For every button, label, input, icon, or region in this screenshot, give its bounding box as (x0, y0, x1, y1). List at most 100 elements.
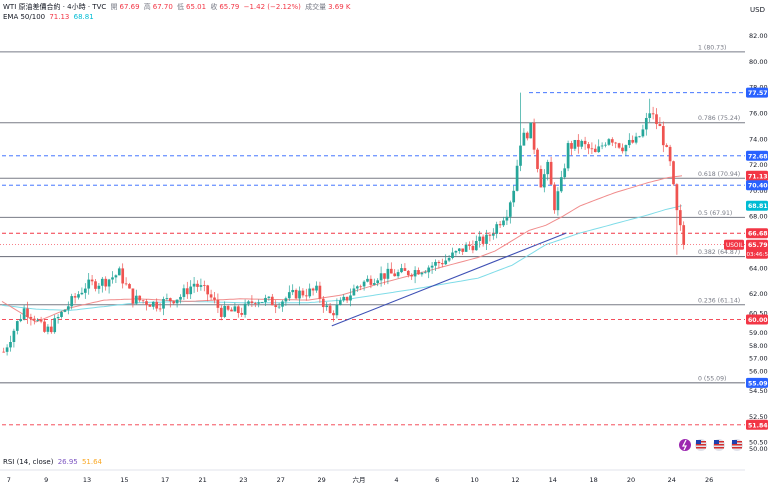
price-tick-label: 60.50 (749, 310, 768, 318)
candle-body (128, 284, 131, 289)
time-axis[interactable]: 7 9 13 15 17 21 23 27 29 六月 4 6 10 12 14 18 20 24 26 (0, 469, 745, 484)
candle-body (539, 168, 543, 188)
price-tick-label: 74.00 (749, 135, 768, 143)
price-label-text: 51.84 (748, 422, 768, 429)
candle-body (461, 248, 465, 252)
candle-body (281, 301, 284, 307)
candle-body (508, 202, 512, 217)
time-tick-label: 21 (198, 476, 206, 484)
candle-body (121, 268, 125, 284)
price-label-badge (746, 180, 768, 191)
close-label: 收 (210, 3, 218, 11)
candle-body (427, 267, 431, 273)
candle-body (90, 279, 94, 282)
time-tick-label: 10 (470, 476, 478, 484)
candle-body (529, 122, 533, 139)
ema100-value: 68.81 (73, 13, 94, 21)
ema-legend[interactable]: EMA 50/100 71.13 68.81 (3, 13, 96, 21)
time-tick-label: 7 (7, 476, 11, 484)
price-label-text: 66.68 (748, 231, 768, 238)
candle-body (36, 320, 40, 321)
candle-body (83, 288, 87, 293)
candle-body (22, 308, 26, 320)
price-tick-label: 76.00 (749, 109, 768, 117)
time-tick-label: 24 (668, 476, 676, 484)
close-value: 65.79 (219, 3, 240, 11)
candle-body (369, 278, 373, 285)
candle-body (196, 283, 199, 287)
fib-label: 0 (55.09) (698, 375, 726, 382)
candle-body (284, 298, 288, 302)
last-price-text: 65.79 (748, 242, 768, 249)
rsi-legend[interactable]: RSI (14, close) 26.95 51.64 (3, 458, 104, 466)
candle-body (338, 300, 342, 305)
candle-body (515, 165, 519, 191)
candle-body (406, 270, 410, 276)
candle-body (451, 252, 454, 258)
economic-events[interactable] (679, 439, 743, 451)
price-tick-label: 64.00 (749, 264, 768, 272)
candle-body (396, 272, 400, 277)
candle-body (617, 143, 621, 148)
candle-body (179, 296, 182, 300)
time-tick-label: 23 (239, 476, 247, 484)
time-tick-label: 20 (627, 476, 635, 484)
candle-body (583, 140, 587, 145)
candlestick-series (2, 92, 686, 356)
uptrend-line[interactable] (331, 232, 567, 327)
candle-body (437, 261, 441, 264)
candle-body (359, 286, 363, 288)
candle-body (56, 316, 60, 319)
candle-body (247, 301, 250, 304)
candle-body (294, 289, 298, 299)
candle-body (447, 257, 451, 261)
candle-body (349, 295, 352, 301)
candle-body (80, 292, 84, 295)
candle-body (97, 285, 101, 289)
price-label-badge (746, 87, 768, 98)
fib-label: 0.236 (61.14) (698, 297, 740, 304)
ema50-line (1, 175, 683, 323)
time-tick-label: 13 (83, 476, 91, 484)
candle-body (73, 296, 77, 298)
candle-body (522, 132, 526, 146)
trendline[interactable] (331, 232, 567, 327)
candle-body (206, 285, 210, 295)
candle-body (219, 307, 223, 317)
candle-body (638, 136, 641, 138)
candle-body (233, 306, 237, 312)
price-label-badge (746, 200, 768, 211)
candle-body (257, 302, 261, 304)
candle-body (141, 300, 145, 302)
price-tick-label: 78.00 (749, 84, 768, 92)
price-label-badge (746, 150, 768, 161)
candle-body (624, 145, 628, 152)
ema-lines (1, 175, 683, 323)
candle-body (553, 184, 556, 211)
currency-label: USD (750, 6, 765, 14)
time-tick-label: 15 (120, 476, 128, 484)
candle-body (498, 224, 502, 226)
price-label-text: 71.13 (748, 173, 768, 180)
price-tick-label: 50.50 (749, 439, 768, 447)
symbol-legend[interactable]: WTI 原油差價合約 · 4小時 · TVC 開 67.69 高 67.70 低 65… (3, 2, 353, 12)
candle-body (63, 309, 67, 312)
candle-body (444, 260, 448, 265)
us-flag-event-icon[interactable] (713, 439, 725, 451)
candle-body (107, 279, 111, 287)
candle-body (593, 148, 597, 153)
high-value: 67.70 (152, 3, 173, 11)
symbol-badge (724, 239, 744, 250)
symbol-title[interactable]: WTI 原油差價合約 · 4小時 · TVC (3, 3, 107, 11)
flash-event-icon[interactable] (679, 439, 691, 451)
candle-body (318, 285, 322, 299)
time-tick-label: 6 (435, 476, 439, 484)
us-flag-event-icon[interactable] (695, 439, 707, 451)
candle-body (505, 216, 509, 221)
us-flag-event-icon[interactable] (731, 439, 743, 451)
low-label: 低 (177, 3, 185, 11)
open-label: 開 (110, 3, 118, 11)
candle-body (573, 139, 577, 149)
